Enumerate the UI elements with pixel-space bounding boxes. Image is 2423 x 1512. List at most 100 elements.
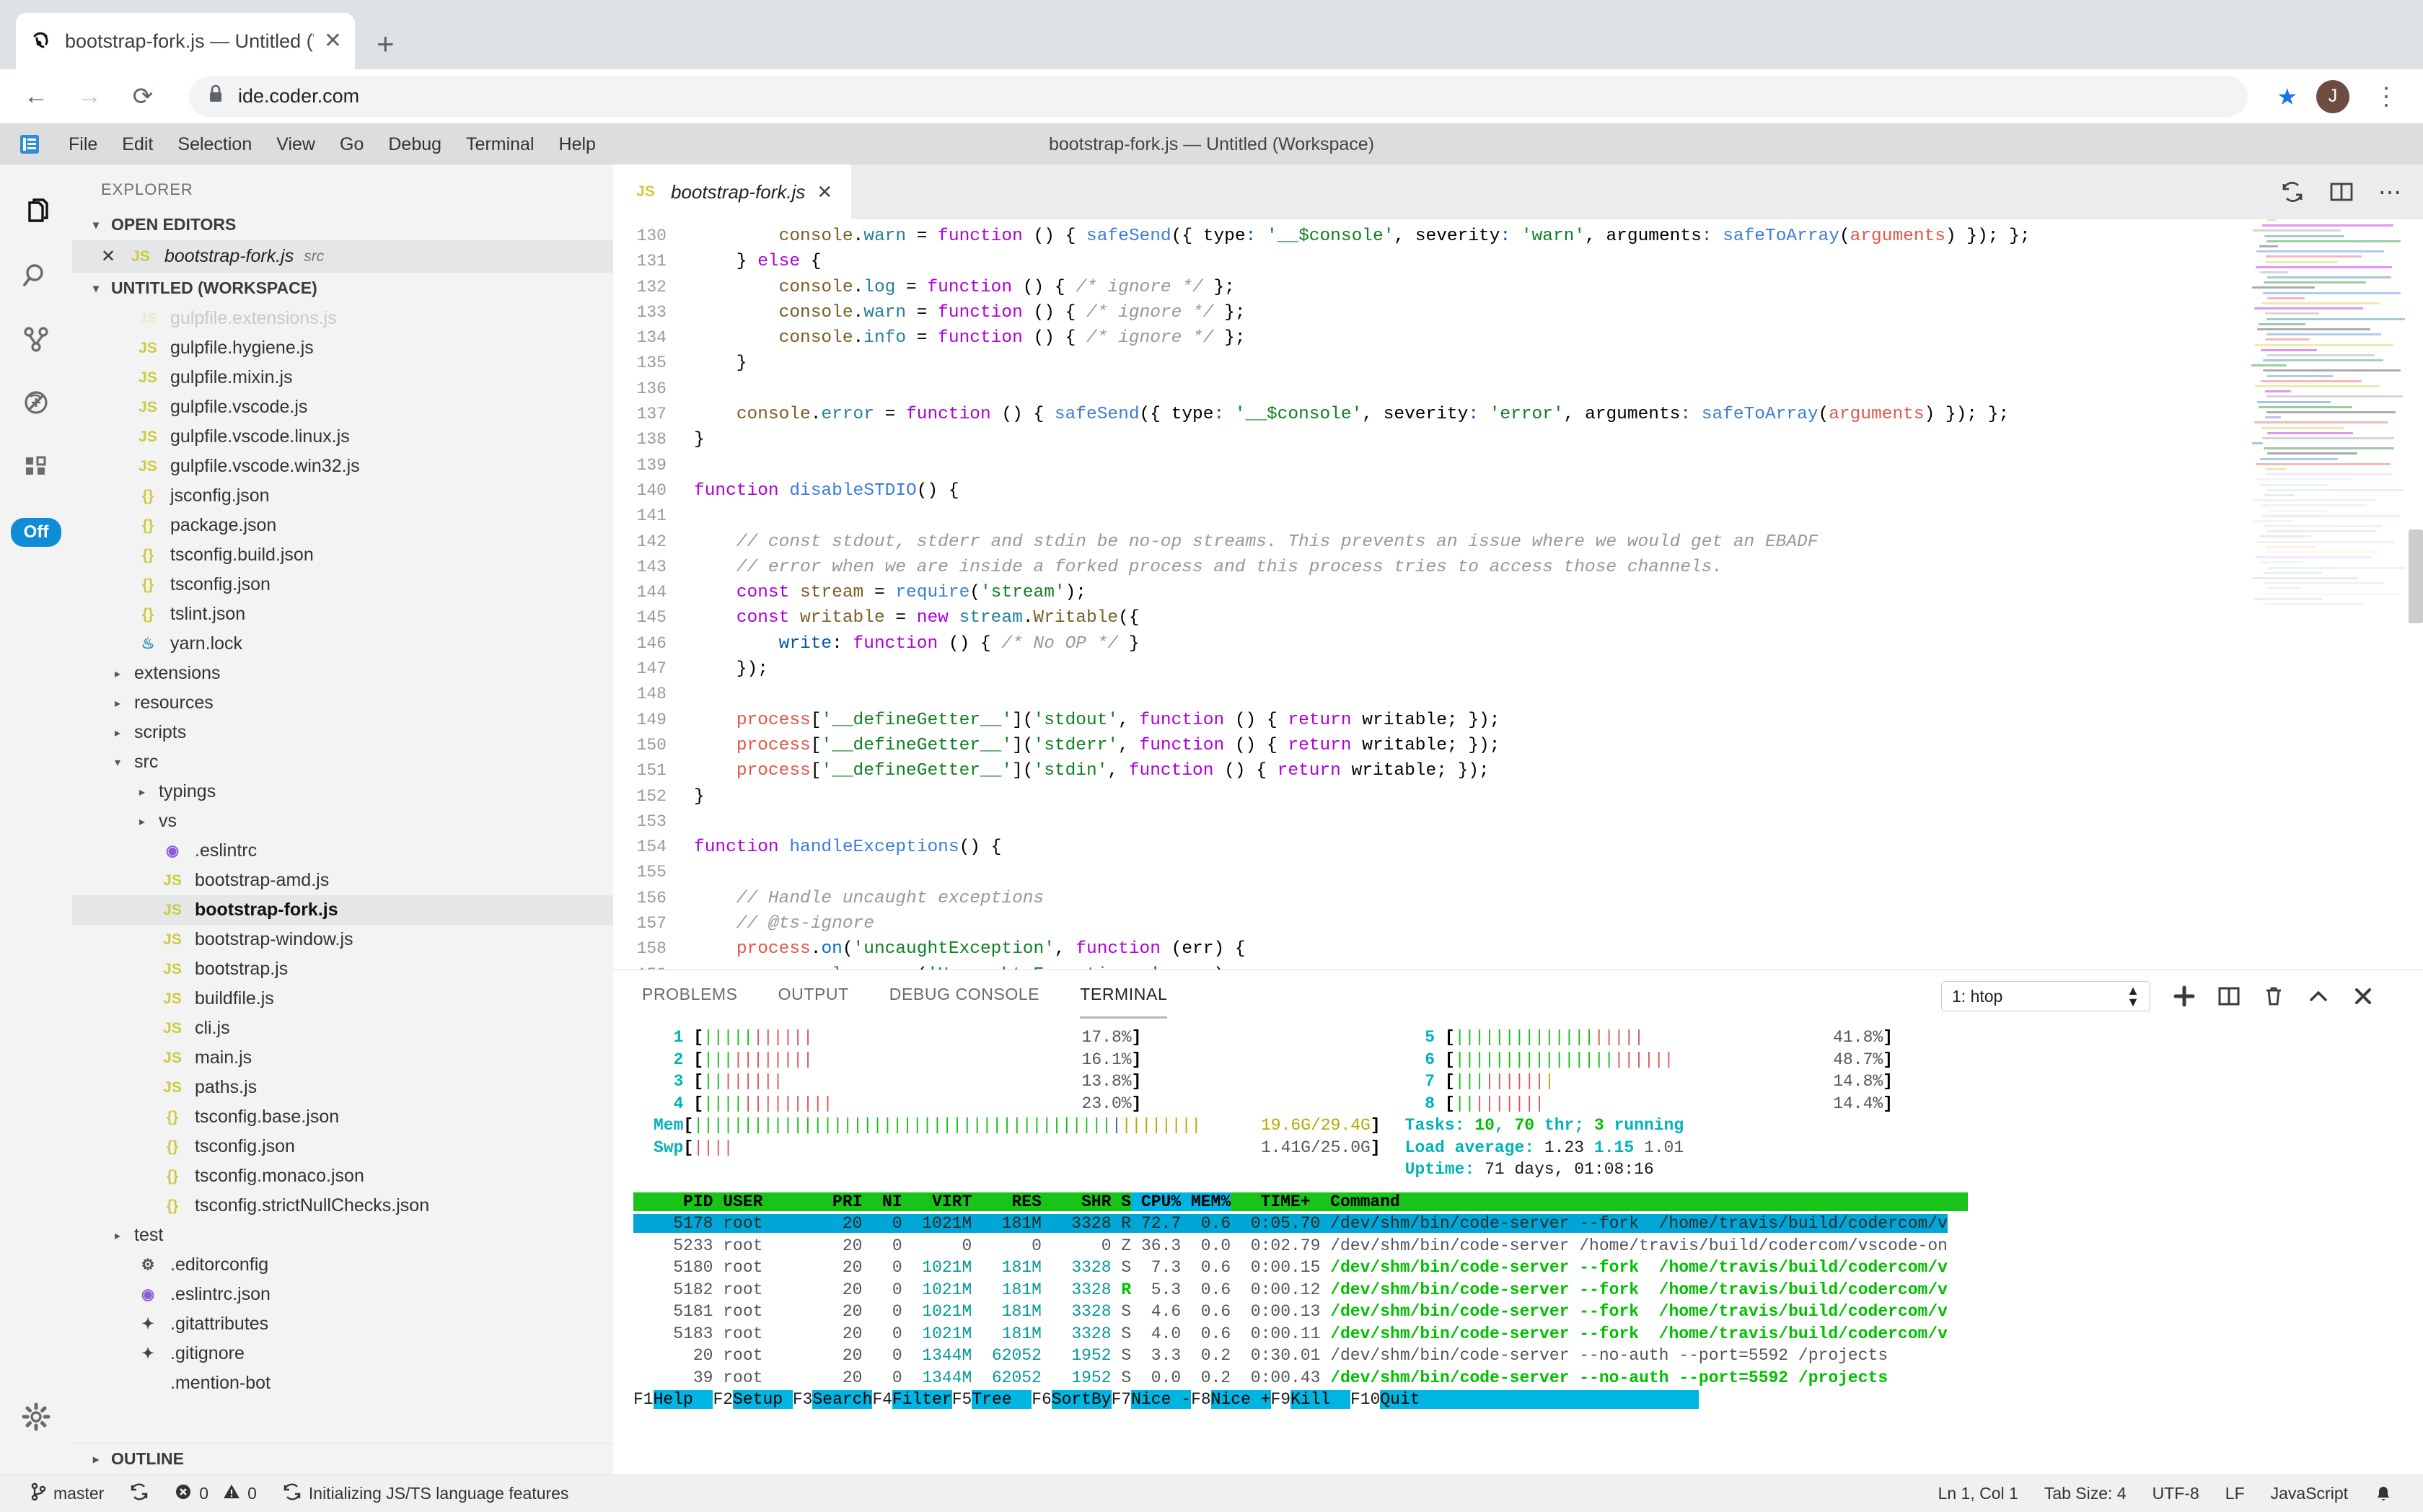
chevron-updown-icon: ▲ ▼ xyxy=(2127,983,2140,1009)
tree-file--editorconfig[interactable]: ⚙ .editorconfig xyxy=(72,1250,613,1280)
kill-terminal-icon[interactable] xyxy=(2263,985,2285,1007)
status-task[interactable]: Initializing JS/TS language features xyxy=(270,1482,582,1506)
menu-help[interactable]: Help xyxy=(558,133,596,154)
tree-file-bootstrap-fork-js[interactable]: JS bootstrap-fork.js xyxy=(72,895,613,925)
tree-file-tsconfig-base-json[interactable]: {} tsconfig.base.json xyxy=(72,1102,613,1132)
tree-file-gulpfile-vscode-win32-js[interactable]: JS gulpfile.vscode.win32.js xyxy=(72,452,613,481)
htop-function-keys[interactable]: F1Help F2Setup F3SearchF4FilterF5Tree F6… xyxy=(613,1389,2423,1411)
code-line: 142 // const stdout, stderr and stdin be… xyxy=(613,529,2423,555)
minimap[interactable] xyxy=(2251,219,2417,970)
address-bar[interactable]: ide.coder.com xyxy=(189,76,2248,117)
split-editor-icon[interactable] xyxy=(2329,180,2354,204)
tab-debug-console[interactable]: DEBUG CONSOLE xyxy=(889,984,1040,1003)
tree-file-gulpfile-vscode-js[interactable]: JS gulpfile.vscode.js xyxy=(72,392,613,422)
tree-file-jsconfig-json[interactable]: {} jsconfig.json xyxy=(72,481,613,511)
tree-file--gitignore[interactable]: ✦ .gitignore xyxy=(72,1339,613,1368)
bell-icon[interactable] xyxy=(2361,1485,2406,1503)
tree-file-tsconfig-json[interactable]: {} tsconfig.json xyxy=(72,570,613,599)
tree-file-gulpfile-mixin-js[interactable]: JS gulpfile.mixin.js xyxy=(72,363,613,392)
bookmark-star-icon[interactable]: ★ xyxy=(2277,83,2297,110)
editor-scrollbar[interactable] xyxy=(2409,529,2423,623)
terminal-output[interactable]: 1 [||||||||||| 17.8%] 2 [||||||||||| 16.… xyxy=(613,1022,2423,1474)
tree-file--eslintrc[interactable]: ◉ .eslintrc xyxy=(72,836,613,866)
tree-folder-src[interactable]: ▾ src xyxy=(72,747,613,777)
status-sync[interactable] xyxy=(117,1482,162,1506)
tree-file-tsconfig-strictnullchecks-json[interactable]: {} tsconfig.strictNullChecks.json xyxy=(72,1191,613,1221)
tree-file-tsconfig-build-json[interactable]: {} tsconfig.build.json xyxy=(72,540,613,570)
tab-problems[interactable]: PROBLEMS xyxy=(642,984,738,1003)
tree-folder-scripts[interactable]: ▸ scripts xyxy=(72,718,613,747)
status-tab-size[interactable]: Tab Size: 4 xyxy=(2044,1484,2127,1503)
tree-file-tsconfig-json[interactable]: {} tsconfig.json xyxy=(72,1132,613,1161)
add-terminal-icon[interactable] xyxy=(2173,985,2195,1007)
gear-icon[interactable] xyxy=(0,1385,72,1449)
tree-file--mention-bot[interactable]: .mention-bot xyxy=(72,1368,613,1398)
tree-folder-extensions[interactable]: ▸ extensions xyxy=(72,659,613,688)
menu-edit[interactable]: Edit xyxy=(122,133,154,154)
avatar[interactable]: J xyxy=(2316,79,2349,113)
section-open-editors[interactable]: ▾ OPEN EDITORS xyxy=(72,209,613,240)
tree-file-gulpfile-extensions-js[interactable]: JS gulpfile.extensions.js xyxy=(72,304,613,333)
status-eol[interactable]: LF xyxy=(2225,1484,2245,1503)
tree-folder-test[interactable]: ▸ test xyxy=(72,1221,613,1250)
status-branch[interactable]: master xyxy=(17,1482,117,1506)
explorer-icon[interactable] xyxy=(0,180,72,244)
code-editor[interactable]: 130 console.warn = function () { safeSen… xyxy=(613,219,2423,970)
tree-folder-vs[interactable]: ▸ vs xyxy=(72,806,613,836)
close-icon[interactable]: ✕ xyxy=(817,180,833,203)
tree-file-main-js[interactable]: JS main.js xyxy=(72,1043,613,1073)
tree-file-tslint-json[interactable]: {} tslint.json xyxy=(72,599,613,629)
source-control-icon[interactable] xyxy=(0,307,72,371)
new-tab-button[interactable]: + xyxy=(377,27,395,61)
terminal-select[interactable]: 1: htop ▲ ▼ xyxy=(1941,981,2150,1011)
close-icon[interactable]: ✕ xyxy=(323,29,342,53)
sync-editor-icon[interactable] xyxy=(2280,180,2305,204)
close-icon[interactable]: ✕ xyxy=(101,247,116,266)
back-icon[interactable]: ← xyxy=(24,82,48,110)
status-problems[interactable]: 0 0 xyxy=(162,1483,270,1505)
close-panel-icon[interactable] xyxy=(2352,985,2374,1007)
tree-file-gulpfile-vscode-linux-js[interactable]: JS gulpfile.vscode.linux.js xyxy=(72,422,613,452)
forward-icon[interactable]: → xyxy=(77,82,102,110)
tree-file--eslintrc-json[interactable]: ◉ .eslintrc.json xyxy=(72,1280,613,1309)
tree-file-bootstrap-window-js[interactable]: JS bootstrap-window.js xyxy=(72,925,613,954)
menu-file[interactable]: File xyxy=(69,133,98,154)
tab-output[interactable]: OUTPUT xyxy=(778,984,849,1003)
section-outline[interactable]: ▸ OUTLINE xyxy=(72,1443,613,1474)
status-badge[interactable]: Off xyxy=(10,518,62,547)
tree-file-cli-js[interactable]: JS cli.js xyxy=(72,1014,613,1043)
menu-terminal[interactable]: Terminal xyxy=(466,133,535,154)
tree-folder-typings[interactable]: ▸ typings xyxy=(72,777,613,806)
menu-go[interactable]: Go xyxy=(340,133,364,154)
menu-view[interactable]: View xyxy=(276,133,315,154)
tree-file-bootstrap-amd-js[interactable]: JS bootstrap-amd.js xyxy=(72,866,613,895)
tab-bootstrap-fork-js[interactable]: JS bootstrap-fork.js ✕ xyxy=(613,164,852,219)
browser-menu-icon[interactable]: ⋮ xyxy=(2374,82,2398,110)
menu-debug[interactable]: Debug xyxy=(388,133,442,154)
tree-file-yarn-lock[interactable]: ♨ yarn.lock xyxy=(72,629,613,659)
maximize-panel-icon[interactable] xyxy=(2308,985,2329,1007)
tree-file-paths-js[interactable]: JS paths.js xyxy=(72,1073,613,1102)
tab-terminal[interactable]: TERMINAL xyxy=(1080,985,1168,1019)
more-actions-icon[interactable]: ⋯ xyxy=(2378,179,2401,205)
extensions-icon[interactable] xyxy=(0,434,72,498)
tree-file-package-json[interactable]: {} package.json xyxy=(72,511,613,540)
status-encoding[interactable]: UTF-8 xyxy=(2152,1484,2199,1503)
open-editor-item[interactable]: ✕ JS bootstrap-fork.js src xyxy=(72,240,613,273)
reload-icon[interactable]: ⟳ xyxy=(132,82,154,110)
tree-file--gitattributes[interactable]: ✦ .gitattributes xyxy=(72,1309,613,1339)
status-language[interactable]: JavaScript xyxy=(2270,1484,2348,1503)
search-icon[interactable] xyxy=(0,244,72,307)
section-workspace[interactable]: ▾ UNTITLED (WORKSPACE) xyxy=(72,273,613,304)
code-text: process['__defineGetter__']('stdin', fun… xyxy=(736,761,1490,781)
browser-tab[interactable]: bootstrap-fork.js — Untitled (W ✕ xyxy=(16,13,355,69)
split-terminal-icon[interactable] xyxy=(2218,985,2240,1007)
menu-selection[interactable]: Selection xyxy=(177,133,252,154)
tree-file-bootstrap-js[interactable]: JS bootstrap.js xyxy=(72,954,613,984)
tree-file-gulpfile-hygiene-js[interactable]: JS gulpfile.hygiene.js xyxy=(72,333,613,363)
tree-folder-resources[interactable]: ▸ resources xyxy=(72,688,613,718)
debug-icon[interactable] xyxy=(0,371,72,434)
status-position[interactable]: Ln 1, Col 1 xyxy=(1938,1484,2018,1503)
tree-file-tsconfig-monaco-json[interactable]: {} tsconfig.monaco.json xyxy=(72,1161,613,1191)
tree-file-buildfile-js[interactable]: JS buildfile.js xyxy=(72,984,613,1014)
